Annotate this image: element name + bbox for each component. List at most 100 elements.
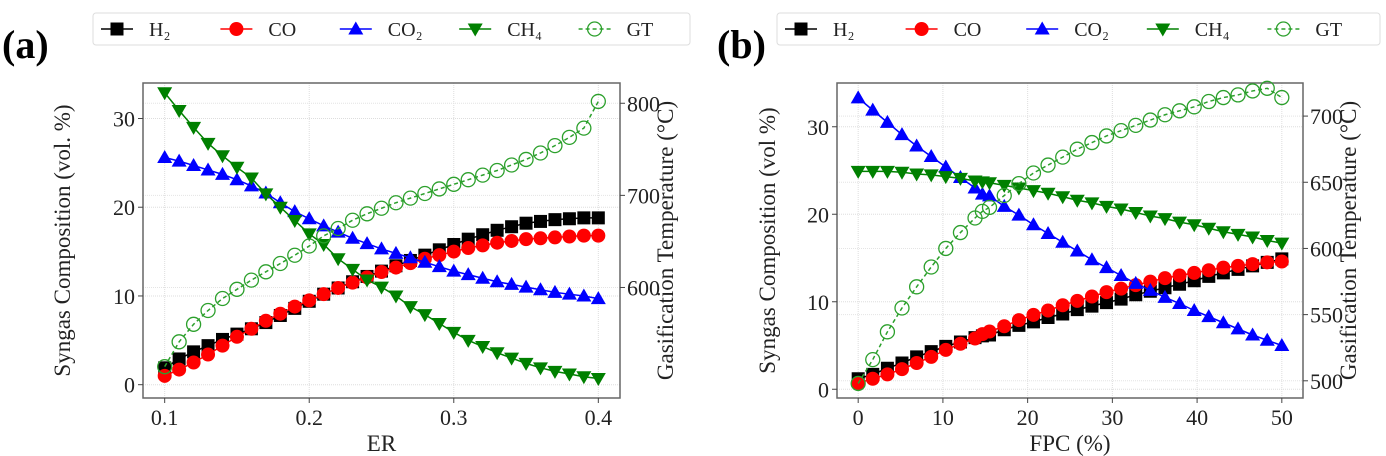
- panel-a-point: [201, 347, 216, 362]
- panel-b-point: [938, 240, 954, 257]
- panel-a-point: [460, 172, 476, 188]
- panel-a-point: [576, 228, 591, 243]
- panel-a-point: [243, 172, 259, 186]
- panel-a-point: [258, 313, 273, 328]
- panel-a-point: [475, 270, 491, 284]
- panel-b-point: [1025, 185, 1041, 199]
- panel-a-legend-marker: [586, 21, 603, 37]
- panel-b-point: [850, 375, 866, 392]
- panel-b-point: [1128, 275, 1144, 289]
- panel-b-ytick-label: 10: [807, 290, 829, 315]
- panel-b-point: [938, 159, 954, 173]
- panel-a-point: [576, 371, 592, 385]
- panel-a-point: [446, 326, 462, 340]
- panel-a-point: [157, 150, 173, 164]
- panel-a-point: [489, 162, 505, 179]
- panel-a-point: [345, 275, 360, 290]
- panel-b-point: [1055, 298, 1070, 313]
- panel-b-point: [1084, 134, 1100, 151]
- panel-b-point: [908, 279, 925, 295]
- panel-b-point: [1259, 235, 1275, 248]
- panel-b-xtick-label: 30: [1101, 405, 1123, 430]
- panel-a-line-1: [164, 234, 599, 377]
- panel-b-legend-label: GT: [1315, 19, 1342, 41]
- panel-a-point: [547, 284, 563, 298]
- panel-a-label: (a): [2, 22, 49, 67]
- panel-b-point: [1069, 141, 1085, 157]
- panel-b-point: [1069, 194, 1085, 208]
- panel-a-legend-marker: [467, 23, 483, 37]
- panel-b-point: [1274, 237, 1290, 251]
- panel-b-point: [952, 172, 968, 186]
- panel-b-point: [1171, 103, 1188, 119]
- panel-a-point: [171, 153, 187, 167]
- panel-b-legend-label: CH₄: [1195, 19, 1230, 41]
- panel-a-point: [316, 218, 332, 232]
- panel-a-point: [374, 281, 389, 295]
- panel-b-point: [1260, 255, 1275, 270]
- panel-b-point: [923, 169, 939, 183]
- panel-a-point: [534, 214, 547, 228]
- panel-b-point: [1215, 315, 1231, 329]
- panel-a-point: [504, 233, 519, 248]
- panel-a-line-4: [164, 101, 599, 368]
- panel-a-ytick-label: 30: [113, 106, 135, 131]
- panel-b-point: [1128, 207, 1144, 220]
- panel-b-point: [1231, 258, 1246, 273]
- panel-b-point: [953, 336, 968, 351]
- panel-b-point: [923, 259, 939, 275]
- panel-a-legend-label: CO: [268, 19, 296, 41]
- panel-a-point: [301, 211, 317, 225]
- panel-b-point: [1099, 200, 1115, 214]
- panel-a-point: [359, 236, 375, 250]
- panel-b-point: [1026, 307, 1041, 322]
- panel-a-point: [402, 301, 418, 315]
- panel-b-point: [1142, 112, 1158, 128]
- panel-b-point: [1114, 292, 1128, 306]
- panel-a-point: [562, 212, 576, 226]
- panel-b-y2tick-label: 650: [1310, 170, 1343, 195]
- panel-b-label: (b): [717, 22, 766, 67]
- panel-a-point: [590, 291, 606, 305]
- panel-b-point: [850, 165, 866, 179]
- panel-a-ytick-label: 10: [113, 284, 135, 309]
- panel-b-point: [1113, 268, 1129, 281]
- panel-a-point: [187, 345, 201, 359]
- panel-b-point: [1186, 99, 1202, 115]
- panel-a-point: [475, 167, 491, 183]
- panel-b-point: [865, 351, 881, 368]
- panel-a-point: [215, 166, 230, 180]
- panel-b-point: [1129, 288, 1143, 302]
- panel-b-point: [879, 324, 896, 340]
- panel-a-point: [157, 87, 173, 101]
- panel-a-point: [229, 329, 244, 344]
- panel-a-point: [287, 247, 303, 263]
- panel-b-y2tick-label: 700: [1310, 104, 1343, 129]
- panel-b-point: [974, 203, 991, 220]
- panel-a-ytick-label: 0: [124, 373, 135, 398]
- panel-b-xtick-label: 10: [932, 405, 954, 430]
- panel-b-xtick-label: 0: [853, 405, 864, 430]
- panel-b-point: [894, 362, 909, 377]
- panel-a-point: [518, 279, 534, 293]
- panel-a-legend-label: CH₄: [507, 19, 542, 41]
- panel-a-point: [172, 352, 186, 366]
- panel-a-point: [432, 248, 447, 263]
- panel-a-point: [561, 368, 577, 382]
- panel-b-line-4: [857, 87, 1283, 384]
- panel-b-y2label: Gasification Temperature (°C): [1336, 101, 1361, 380]
- panel-a-xlabel: ER: [367, 431, 397, 456]
- panel-b-point: [1215, 89, 1232, 106]
- panel-a-point: [519, 216, 533, 230]
- panel-a-point: [215, 338, 230, 353]
- panel-b-legend-frame: [776, 12, 1381, 46]
- panel-b-point: [1230, 228, 1246, 242]
- panel-b-point: [1259, 332, 1275, 346]
- panel-a-point: [172, 362, 187, 377]
- panel-a-series-gt: [157, 93, 606, 375]
- panel-a-point: [476, 228, 490, 242]
- panel-b-point: [1215, 226, 1231, 240]
- panel-a-point: [200, 137, 216, 151]
- panel-a-point: [548, 213, 562, 227]
- panel-b-y2tick-label: 500: [1310, 369, 1343, 394]
